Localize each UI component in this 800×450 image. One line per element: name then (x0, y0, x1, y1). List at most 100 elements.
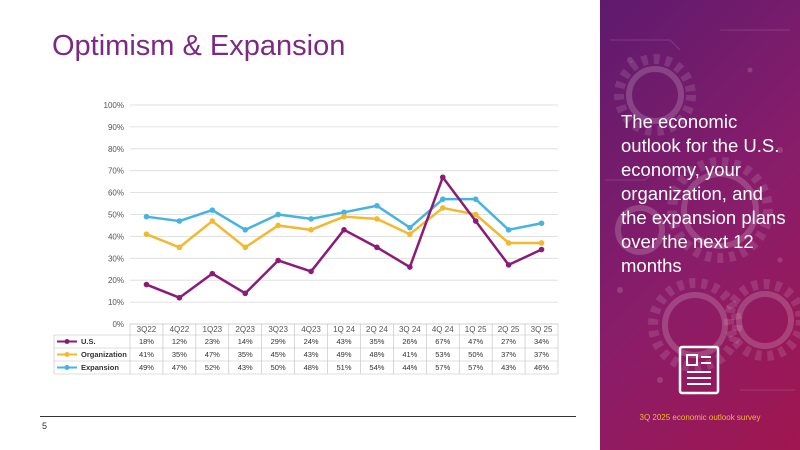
table-cell-value: 18% (139, 337, 154, 346)
table-cell-value: 57% (468, 363, 483, 372)
table-cell-value: 48% (369, 350, 384, 359)
data-point (538, 246, 545, 253)
data-point (143, 213, 150, 220)
data-point (505, 262, 512, 268)
data-point (275, 222, 281, 229)
data-point (505, 227, 512, 233)
table-cell-value: 29% (271, 337, 286, 346)
data-point (176, 218, 183, 224)
y-tick-label: 50% (108, 211, 124, 220)
table-cell-value: 43% (501, 363, 516, 372)
table-cell-value: 44% (402, 363, 417, 372)
table-cell-value: 37% (501, 350, 516, 359)
data-point (242, 290, 249, 297)
x-tick-label: 3Q23 (268, 325, 288, 334)
data-point (209, 270, 216, 277)
legend-label: Organization (81, 350, 127, 359)
table-cell-value: 50% (271, 363, 286, 372)
legend-marker (64, 352, 70, 357)
x-tick-label: 1Q 24 (333, 325, 355, 334)
data-point (341, 209, 347, 216)
table-cell-value: 41% (139, 350, 154, 359)
y-tick-label: 60% (108, 189, 124, 198)
document-icon (678, 345, 720, 395)
y-tick-label: 20% (108, 276, 124, 285)
legend-marker (64, 365, 70, 370)
data-point (374, 202, 380, 209)
data-point (143, 231, 150, 238)
y-tick-label: 0% (112, 320, 124, 329)
table-cell-value: 35% (172, 350, 187, 359)
table-cell-value: 47% (468, 337, 483, 346)
x-tick-label: 2Q23 (235, 325, 255, 334)
table-cell-value: 41% (402, 350, 417, 359)
data-point (209, 207, 216, 213)
data-point (209, 218, 216, 224)
page-number: 5 (42, 421, 48, 431)
data-point (242, 244, 249, 251)
x-tick-label: 4Q23 (301, 325, 321, 334)
x-tick-label: 3Q 25 (531, 325, 553, 334)
table-cell-value: 14% (238, 337, 253, 346)
x-tick-label: 2Q 24 (366, 325, 388, 334)
table-cell-value: 23% (205, 337, 220, 346)
table-cell-value: 34% (534, 337, 549, 346)
legend-label: Expansion (81, 363, 119, 372)
data-point (472, 218, 479, 224)
x-tick-label: 3Q 24 (399, 325, 421, 334)
table-cell-value: 53% (435, 350, 450, 359)
data-point (176, 294, 183, 301)
table-cell-value: 26% (402, 337, 417, 346)
data-point (407, 224, 413, 231)
slide-title: Optimism & Expansion (52, 30, 346, 62)
table-cell-value: 35% (238, 350, 253, 359)
data-point (538, 220, 545, 227)
table-cell-value: 48% (304, 363, 319, 372)
table-cell-value: 67% (435, 337, 450, 346)
table-cell-value: 43% (238, 363, 253, 372)
table-cell-value: 54% (369, 363, 384, 372)
legend-marker (64, 339, 70, 344)
data-point (472, 196, 479, 202)
y-tick-label: 80% (108, 145, 124, 154)
data-point (505, 240, 512, 246)
table-cell-value: 27% (501, 337, 516, 346)
table-cell-value: 57% (435, 363, 450, 372)
table-cell-value: 12% (172, 337, 187, 346)
data-point (275, 257, 281, 264)
data-point (374, 244, 380, 251)
survey-label: 3Q 2025 economic outlook survey (639, 413, 761, 422)
table-cell-value: 37% (534, 350, 549, 359)
data-point (242, 227, 249, 233)
y-tick-label: 40% (108, 232, 124, 241)
table-cell-value: 47% (172, 363, 187, 372)
table-cell-value: 35% (369, 337, 384, 346)
series-line-us (145, 176, 543, 299)
x-tick-label: 3Q22 (137, 325, 157, 334)
x-tick-label: 1Q23 (203, 325, 223, 334)
y-tick-label: 30% (108, 254, 124, 263)
y-tick-label: 100% (104, 101, 124, 110)
table-cell-value: 49% (336, 350, 351, 359)
data-point (341, 213, 347, 220)
table-cell-value: 45% (271, 350, 286, 359)
panel-description: The economic outlook for the U.S. econom… (621, 111, 786, 276)
y-tick-label: 70% (108, 167, 124, 176)
data-point (439, 174, 446, 181)
data-point (538, 240, 545, 246)
right-panel: The economic outlook for the U.S. econom… (600, 0, 800, 450)
table-cell-value: 52% (205, 363, 220, 372)
data-point (439, 205, 446, 211)
line-chart: 0% 10% 20% 30% 40% 50% 60% 70% 80% 90% 100% 3Q22 4Q2… (53, 101, 559, 375)
y-tick-label: 90% (108, 123, 124, 132)
table-cell-value: 43% (304, 350, 319, 359)
data-point (275, 211, 281, 218)
table-cell-value: 49% (139, 363, 154, 372)
data-point (308, 268, 314, 275)
table-cell-value: 43% (336, 337, 351, 346)
table-cell-value: 47% (205, 350, 220, 359)
y-tick-label: 10% (108, 298, 124, 307)
data-point (374, 216, 380, 222)
table-cell-value: 46% (534, 363, 549, 372)
data-point (439, 196, 446, 202)
